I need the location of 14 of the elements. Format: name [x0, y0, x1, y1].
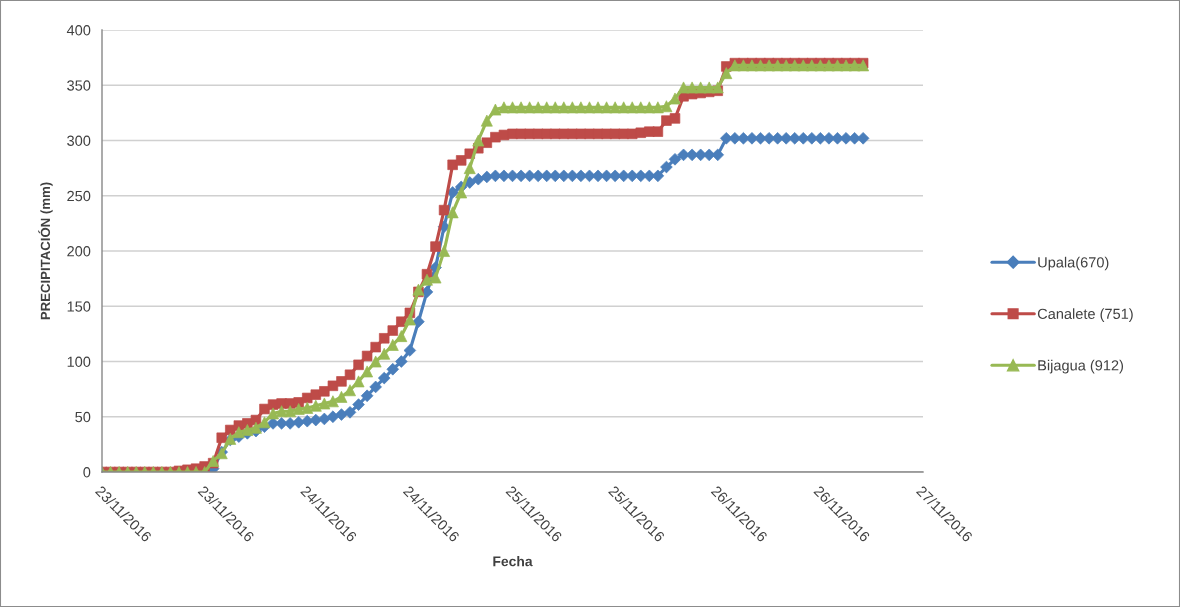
y-tick-label: 250 [67, 190, 91, 202]
x-axis-title: Fecha [493, 556, 533, 567]
y-tick-label: 300 [67, 135, 91, 146]
y-tick-label: 200 [67, 246, 91, 257]
y-tick-label: 50 [75, 411, 91, 423]
legend-label: Bijagua (912) [1038, 359, 1124, 374]
y-tick-label: 150 [67, 301, 91, 312]
y-tick-label: 100 [67, 356, 91, 367]
y-axis-title: PRECIPITACIÓN (mm) [38, 182, 53, 320]
y-tick-label: 350 [67, 80, 91, 91]
y-tick-label: 0 [83, 467, 91, 478]
legend-label: Canalete (751) [1037, 308, 1133, 322]
legend-label: Upala(670) [1038, 256, 1109, 271]
y-tick-label: 400 [66, 25, 91, 36]
